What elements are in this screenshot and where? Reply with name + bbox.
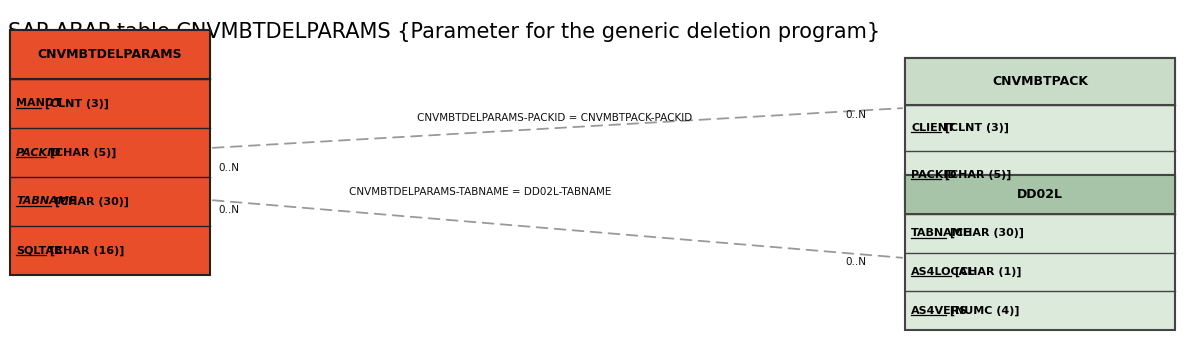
Text: CNVMBTPACK: CNVMBTPACK xyxy=(992,75,1087,88)
Text: PACKID: PACKID xyxy=(16,147,61,158)
FancyBboxPatch shape xyxy=(905,175,1175,214)
Text: [CHAR (16)]: [CHAR (16)] xyxy=(46,245,125,256)
Text: TABNAME: TABNAME xyxy=(16,196,77,207)
Text: PACKID: PACKID xyxy=(911,170,957,180)
Text: [CHAR (30)]: [CHAR (30)] xyxy=(946,228,1024,238)
Text: [CHAR (30)]: [CHAR (30)] xyxy=(50,196,128,207)
Text: [NUMC (4)]: [NUMC (4)] xyxy=(946,306,1019,316)
Text: [CLNT (3)]: [CLNT (3)] xyxy=(41,98,109,108)
Text: [CHAR (5)]: [CHAR (5)] xyxy=(46,147,116,158)
Text: AS4VERS: AS4VERS xyxy=(911,306,969,316)
Text: 0..N: 0..N xyxy=(218,205,239,215)
FancyBboxPatch shape xyxy=(10,30,210,275)
FancyBboxPatch shape xyxy=(905,175,1175,330)
Text: [CHAR (1)]: [CHAR (1)] xyxy=(951,267,1022,277)
Text: CNVMBTDELPARAMS: CNVMBTDELPARAMS xyxy=(37,48,182,61)
Text: TABNAME: TABNAME xyxy=(911,228,971,238)
Text: 0..N: 0..N xyxy=(845,110,866,120)
Text: SQLTAB: SQLTAB xyxy=(16,245,62,256)
Text: MANDT: MANDT xyxy=(16,98,62,108)
Text: DD02L: DD02L xyxy=(1017,188,1064,201)
Text: [CLNT (3)]: [CLNT (3)] xyxy=(941,123,1008,133)
Text: 0..N: 0..N xyxy=(218,163,239,173)
FancyBboxPatch shape xyxy=(905,58,1175,105)
Text: CNVMBTDELPARAMS-TABNAME = DD02L-TABNAME: CNVMBTDELPARAMS-TABNAME = DD02L-TABNAME xyxy=(349,187,611,197)
Text: [CHAR (5)]: [CHAR (5)] xyxy=(941,170,1011,180)
Text: SAP ABAP table CNVMBTDELPARAMS {Parameter for the generic deletion program}: SAP ABAP table CNVMBTDELPARAMS {Paramete… xyxy=(8,22,880,42)
FancyBboxPatch shape xyxy=(905,58,1175,198)
Text: CLIENT: CLIENT xyxy=(911,123,954,133)
FancyBboxPatch shape xyxy=(10,30,210,79)
Text: 0..N: 0..N xyxy=(845,257,866,267)
Text: CNVMBTDELPARAMS-PACKID = CNVMBTPACK-PACKID: CNVMBTDELPARAMS-PACKID = CNVMBTPACK-PACK… xyxy=(417,113,693,123)
Text: AS4LOCAL: AS4LOCAL xyxy=(911,267,975,277)
